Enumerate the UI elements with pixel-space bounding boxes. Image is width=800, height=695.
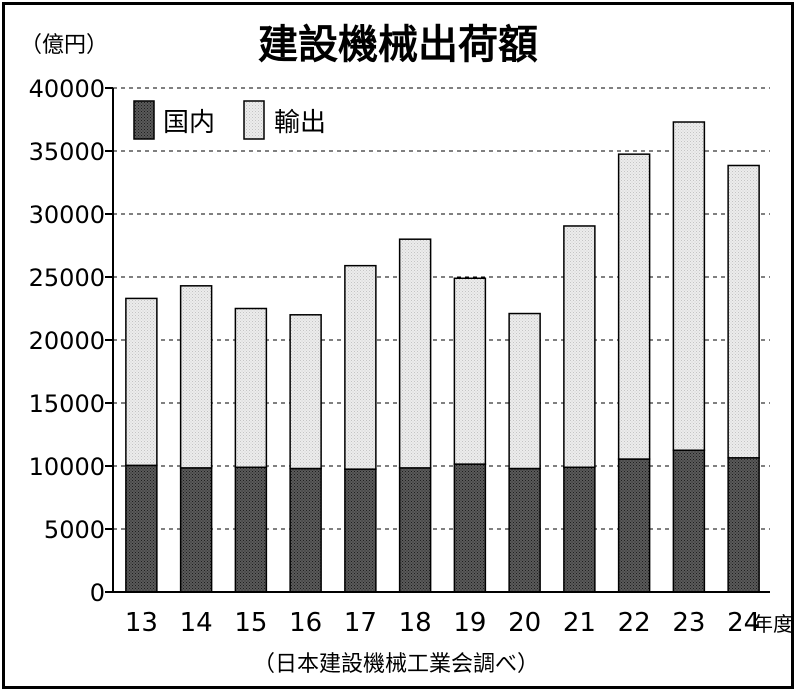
bar-domestic xyxy=(617,458,651,593)
x-tick-labels: 13 14 15 16 17 18 19 20 21 22 23 24 xyxy=(125,608,760,638)
bar-domestic xyxy=(179,467,213,593)
x-tick-label: 18 xyxy=(399,608,432,638)
bar-export xyxy=(563,225,596,469)
bar-export xyxy=(179,285,213,469)
y-tick-label: 30000 xyxy=(29,201,105,229)
bar-domestic xyxy=(672,449,706,593)
legend: 国内 輸出 xyxy=(133,100,326,140)
y-tick-label: 20000 xyxy=(29,327,105,355)
grid-lines xyxy=(113,87,770,530)
x-tick-label: 20 xyxy=(508,608,541,638)
bar-domestic xyxy=(289,467,322,593)
y-unit-label: （億円） xyxy=(20,33,108,58)
x-tick-label: 22 xyxy=(618,608,651,638)
chart-title: 建設機械出荷額 xyxy=(258,22,538,68)
source-note: （日本建設機械工業会調べ） xyxy=(253,652,539,677)
bar-export xyxy=(398,238,432,469)
x-tick-label: 17 xyxy=(344,608,377,638)
axes xyxy=(105,87,770,593)
x-tick-label: 24 xyxy=(727,608,760,638)
bar-export xyxy=(289,314,322,470)
x-tick-label: 19 xyxy=(453,608,486,638)
y-tick-label: 35000 xyxy=(29,138,105,166)
bar-domestic xyxy=(563,466,596,593)
y-tick-label: 25000 xyxy=(29,264,105,292)
x-axis-suffix: 年度 xyxy=(753,612,793,636)
bar-export xyxy=(508,312,541,470)
legend-label-domestic: 国内 xyxy=(163,108,215,138)
x-tick-label: 15 xyxy=(234,608,267,638)
bar-export xyxy=(672,121,706,452)
y-tick-label: 40000 xyxy=(29,75,105,103)
bar-domestic xyxy=(508,467,541,593)
y-tick-label: 0 xyxy=(90,579,105,607)
bar-export xyxy=(727,164,760,459)
x-tick-label: 23 xyxy=(672,608,705,638)
legend-swatch-domestic xyxy=(133,100,155,140)
bar-export xyxy=(617,153,651,460)
y-tick-label: 15000 xyxy=(29,390,105,418)
y-tick-label: 10000 xyxy=(29,453,105,481)
x-tick-label: 16 xyxy=(289,608,322,638)
bar-domestic xyxy=(727,457,760,593)
x-tick-label: 14 xyxy=(180,608,213,638)
y-tick-label: 5000 xyxy=(44,516,105,544)
x-tick-label: 13 xyxy=(125,608,158,638)
legend-label-export: 輸出 xyxy=(274,108,326,138)
bar-domestic xyxy=(398,467,432,593)
bar-domestic xyxy=(453,463,487,593)
bar-domestic xyxy=(344,468,377,593)
bars xyxy=(125,121,760,593)
bar-domestic xyxy=(234,466,268,593)
bar-export xyxy=(453,277,487,465)
bar-export xyxy=(344,264,377,470)
bar-export xyxy=(234,307,268,469)
bar-domestic xyxy=(125,464,158,593)
bar-export xyxy=(125,297,158,467)
x-tick-label: 21 xyxy=(563,608,596,638)
legend-swatch-export xyxy=(243,100,265,140)
y-tick-labels: 0 5000 10000 15000 20000 25000 30000 35000 40000 xyxy=(29,75,105,607)
